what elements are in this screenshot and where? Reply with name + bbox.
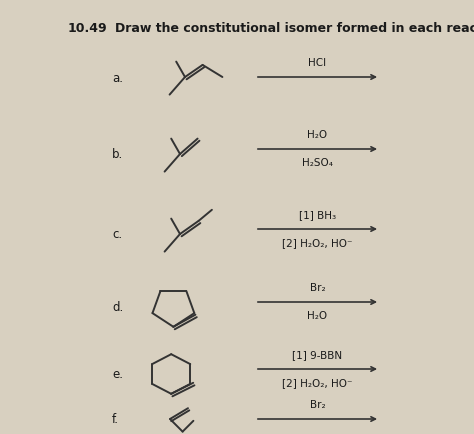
Text: [2] H₂O₂, HO⁻: [2] H₂O₂, HO⁻ — [282, 237, 353, 247]
Text: b.: b. — [112, 148, 123, 161]
Text: H₂SO₄: H₂SO₄ — [302, 158, 333, 168]
Text: [2] H₂O₂, HO⁻: [2] H₂O₂, HO⁻ — [282, 377, 353, 387]
Text: Br₂: Br₂ — [310, 283, 325, 293]
Text: H₂O: H₂O — [308, 310, 328, 320]
Text: Br₂: Br₂ — [310, 399, 325, 409]
Text: Draw the constitutional isomer formed in each reaction.: Draw the constitutional isomer formed in… — [115, 22, 474, 35]
Text: f.: f. — [112, 413, 119, 425]
Text: e.: e. — [112, 368, 123, 381]
Text: HCl: HCl — [309, 58, 327, 68]
Text: H₂O: H₂O — [308, 130, 328, 140]
Text: [1] 9-BBN: [1] 9-BBN — [292, 349, 343, 359]
Text: a.: a. — [112, 71, 123, 84]
Text: d.: d. — [112, 301, 123, 314]
Text: [1] BH₃: [1] BH₃ — [299, 210, 336, 220]
Text: c.: c. — [112, 228, 122, 241]
Text: 10.49: 10.49 — [68, 22, 108, 35]
